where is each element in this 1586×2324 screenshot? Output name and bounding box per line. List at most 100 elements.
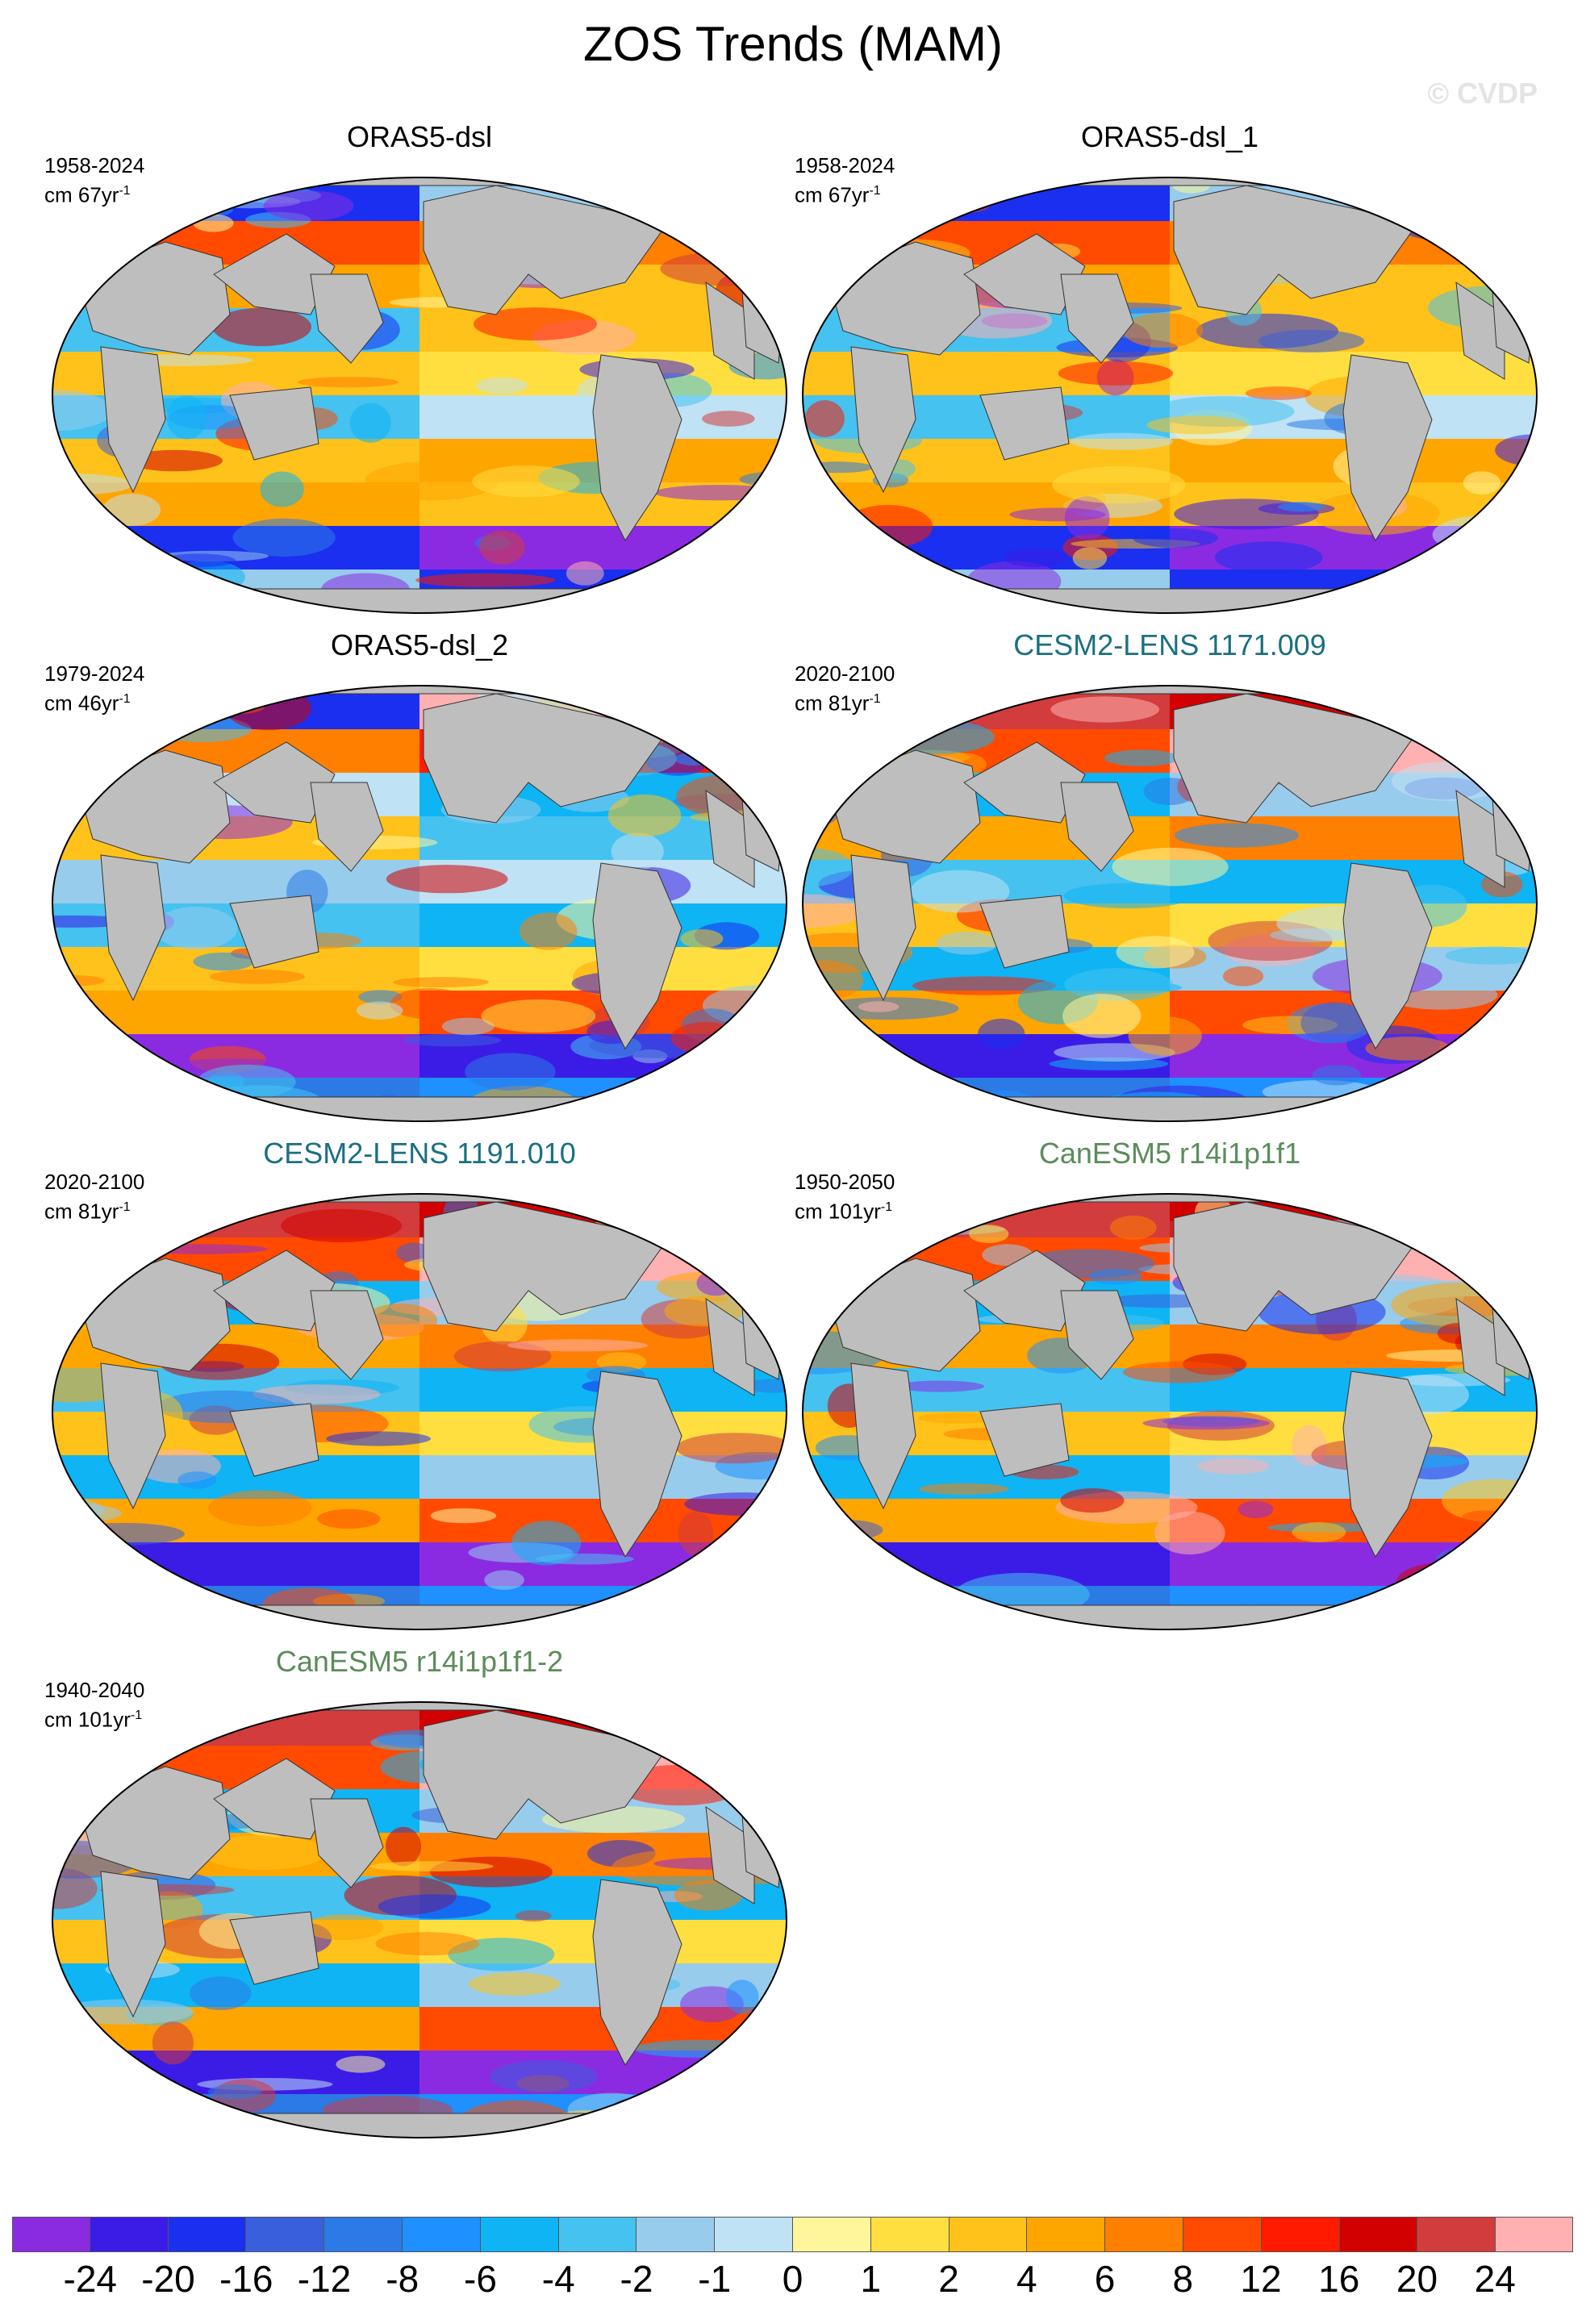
figure-title: ZOS Trends (MAM) (582, 17, 1004, 71)
colorbar-swatch (1027, 2217, 1106, 2252)
world-map (52, 1193, 787, 1630)
colorbar-swatch (1183, 2217, 1262, 2252)
colorbar (12, 2217, 1573, 2252)
map-panel: ORAS5-dsl 1958-2024 cm 67yr-1 (44, 121, 795, 621)
trend-units: cm 81yr-1 (44, 1195, 144, 1225)
trend-units: cm 101yr-1 (795, 1195, 895, 1225)
colorbar-tick-label: -6 (464, 2258, 497, 2300)
map-panel: CanESM5 r14i1p1f1-2 1940-2040 cm 101yr-1 (44, 1646, 795, 2146)
colorbar-swatch (715, 2217, 793, 2252)
world-map (52, 1701, 787, 2138)
panel-title: CESM2-LENS 1171.009 (1013, 628, 1326, 661)
ocean-trend-field (803, 686, 1537, 1121)
trend-units-text: cm 46yr (44, 691, 119, 716)
trend-period: 1958-2024 (795, 153, 895, 177)
colorbar-tick-label: 12 (1240, 2258, 1282, 2300)
trend-units-exponent: -1 (119, 692, 131, 706)
panel-info: 2020-2100 cm 81yr-1 (795, 661, 895, 716)
trend-units-exponent: -1 (119, 184, 131, 198)
colorbar-swatch (324, 2217, 403, 2252)
ocean-trend-field (803, 1194, 1537, 1629)
ocean-trend-field (52, 686, 787, 1121)
ocean-trend-field (52, 1194, 787, 1629)
trend-units-text: cm 101yr (44, 1707, 131, 1732)
ocean-trend-field (803, 177, 1537, 613)
colorbar-swatch (402, 2217, 481, 2252)
panel-title: CESM2-LENS 1191.010 (263, 1137, 576, 1170)
ocean-trend-field (52, 1702, 787, 2138)
map-panel: ORAS5-dsl_1 1958-2024 cm 67yr-1 (795, 121, 1545, 621)
colorbar-tick-label: 6 (1094, 2258, 1116, 2300)
colorbar-swatch (1261, 2217, 1340, 2252)
trend-units-exponent: -1 (869, 692, 881, 706)
colorbar-tick-label: -24 (63, 2258, 117, 2300)
panel-info: 1979-2024 cm 46yr-1 (44, 661, 144, 716)
colorbar-tick-label: 20 (1396, 2258, 1438, 2300)
world-map (802, 685, 1538, 1122)
colorbar-tick-label: 1 (860, 2258, 882, 2300)
colorbar-swatch (558, 2217, 637, 2252)
colorbar-tick-label: 2 (938, 2258, 959, 2300)
trend-period: 1979-2024 (44, 661, 145, 686)
panel-title: CanESM5 r14i1p1f1-2 (275, 1645, 564, 1678)
trend-units-text: cm 67yr (44, 182, 119, 207)
panel-info: 1958-2024 cm 67yr-1 (44, 153, 144, 208)
colorbar-tick-label: -12 (297, 2258, 352, 2300)
colorbar-tick-label: -16 (219, 2258, 273, 2300)
colorbar-swatch (1496, 2217, 1573, 2252)
colorbar-tick-label: -4 (541, 2258, 575, 2300)
map-panel: ORAS5-dsl_2 1979-2024 cm 46yr-1 (44, 629, 795, 1129)
trend-period: 1950-2050 (795, 1170, 895, 1194)
trend-units: cm 101yr-1 (44, 1703, 144, 1733)
trend-period: 2020-2100 (795, 661, 895, 686)
colorbar-swatch (246, 2217, 325, 2252)
trend-units: cm 67yr-1 (795, 178, 895, 208)
trend-units-exponent: -1 (119, 1200, 131, 1214)
trend-units-text: cm 81yr (795, 691, 870, 716)
colorbar-swatch (792, 2217, 871, 2252)
colorbar-tick-label: -20 (141, 2258, 195, 2300)
trend-units: cm 81yr-1 (795, 686, 895, 716)
colorbar-tick-label: 16 (1318, 2258, 1360, 2300)
colorbar-swatch (480, 2217, 559, 2252)
trend-period: 1958-2024 (44, 153, 145, 177)
colorbar-tick-label: 8 (1172, 2258, 1194, 2300)
colorbar-swatch (949, 2217, 1028, 2252)
colorbar-swatch (90, 2217, 169, 2252)
panel-title: CanESM5 r14i1p1f1 (1038, 1137, 1301, 1170)
world-map (52, 177, 787, 614)
colorbar-swatch (168, 2217, 247, 2252)
panel-info: 1958-2024 cm 67yr-1 (795, 153, 895, 208)
world-map (802, 1193, 1538, 1630)
panel-title: ORAS5-dsl_2 (330, 628, 509, 661)
trend-units-exponent: -1 (869, 184, 881, 198)
colorbar-tick-label: 24 (1474, 2258, 1516, 2300)
ocean-trend-field (52, 177, 787, 613)
colorbar-swatch (1417, 2217, 1496, 2252)
trend-units: cm 67yr-1 (44, 178, 144, 208)
colorbar-tick-label: -8 (386, 2258, 419, 2300)
colorbar-tick-labels: -24 -20 -16 -12 -8 -6 -4 -2 -1 0 1 2 4 6 8 12 16 20 24 (12, 2257, 1573, 2305)
world-map (802, 177, 1538, 614)
trend-units-text: cm 67yr (795, 182, 870, 207)
trend-units-text: cm 101yr (795, 1199, 881, 1224)
colorbar-swatch (870, 2217, 950, 2252)
colorbar-tick-label: 4 (1016, 2258, 1037, 2300)
trend-units-exponent: -1 (880, 1200, 893, 1214)
panel-title: ORAS5-dsl_1 (1080, 120, 1259, 153)
trend-units-exponent: -1 (130, 1709, 143, 1722)
panel-info: 1950-2050 cm 101yr-1 (795, 1170, 895, 1225)
panel-info: 1940-2040 cm 101yr-1 (44, 1678, 144, 1733)
colorbar-swatch (12, 2217, 90, 2252)
colorbar-tick-label: -1 (698, 2258, 732, 2300)
trend-units: cm 46yr-1 (44, 686, 144, 716)
trend-period: 1940-2040 (44, 1678, 145, 1702)
trend-period: 2020-2100 (44, 1170, 145, 1194)
panel-info: 2020-2100 cm 81yr-1 (44, 1170, 144, 1225)
watermark: © CVDP (1427, 77, 1538, 110)
colorbar-swatch (1339, 2217, 1418, 2252)
colorbar-swatch (636, 2217, 716, 2252)
colorbar-tick-label: -2 (620, 2258, 653, 2300)
colorbar-swatch (1105, 2217, 1183, 2252)
map-panel: CESM2-LENS 1171.009 2020-2100 cm 81yr-1 (795, 629, 1545, 1129)
